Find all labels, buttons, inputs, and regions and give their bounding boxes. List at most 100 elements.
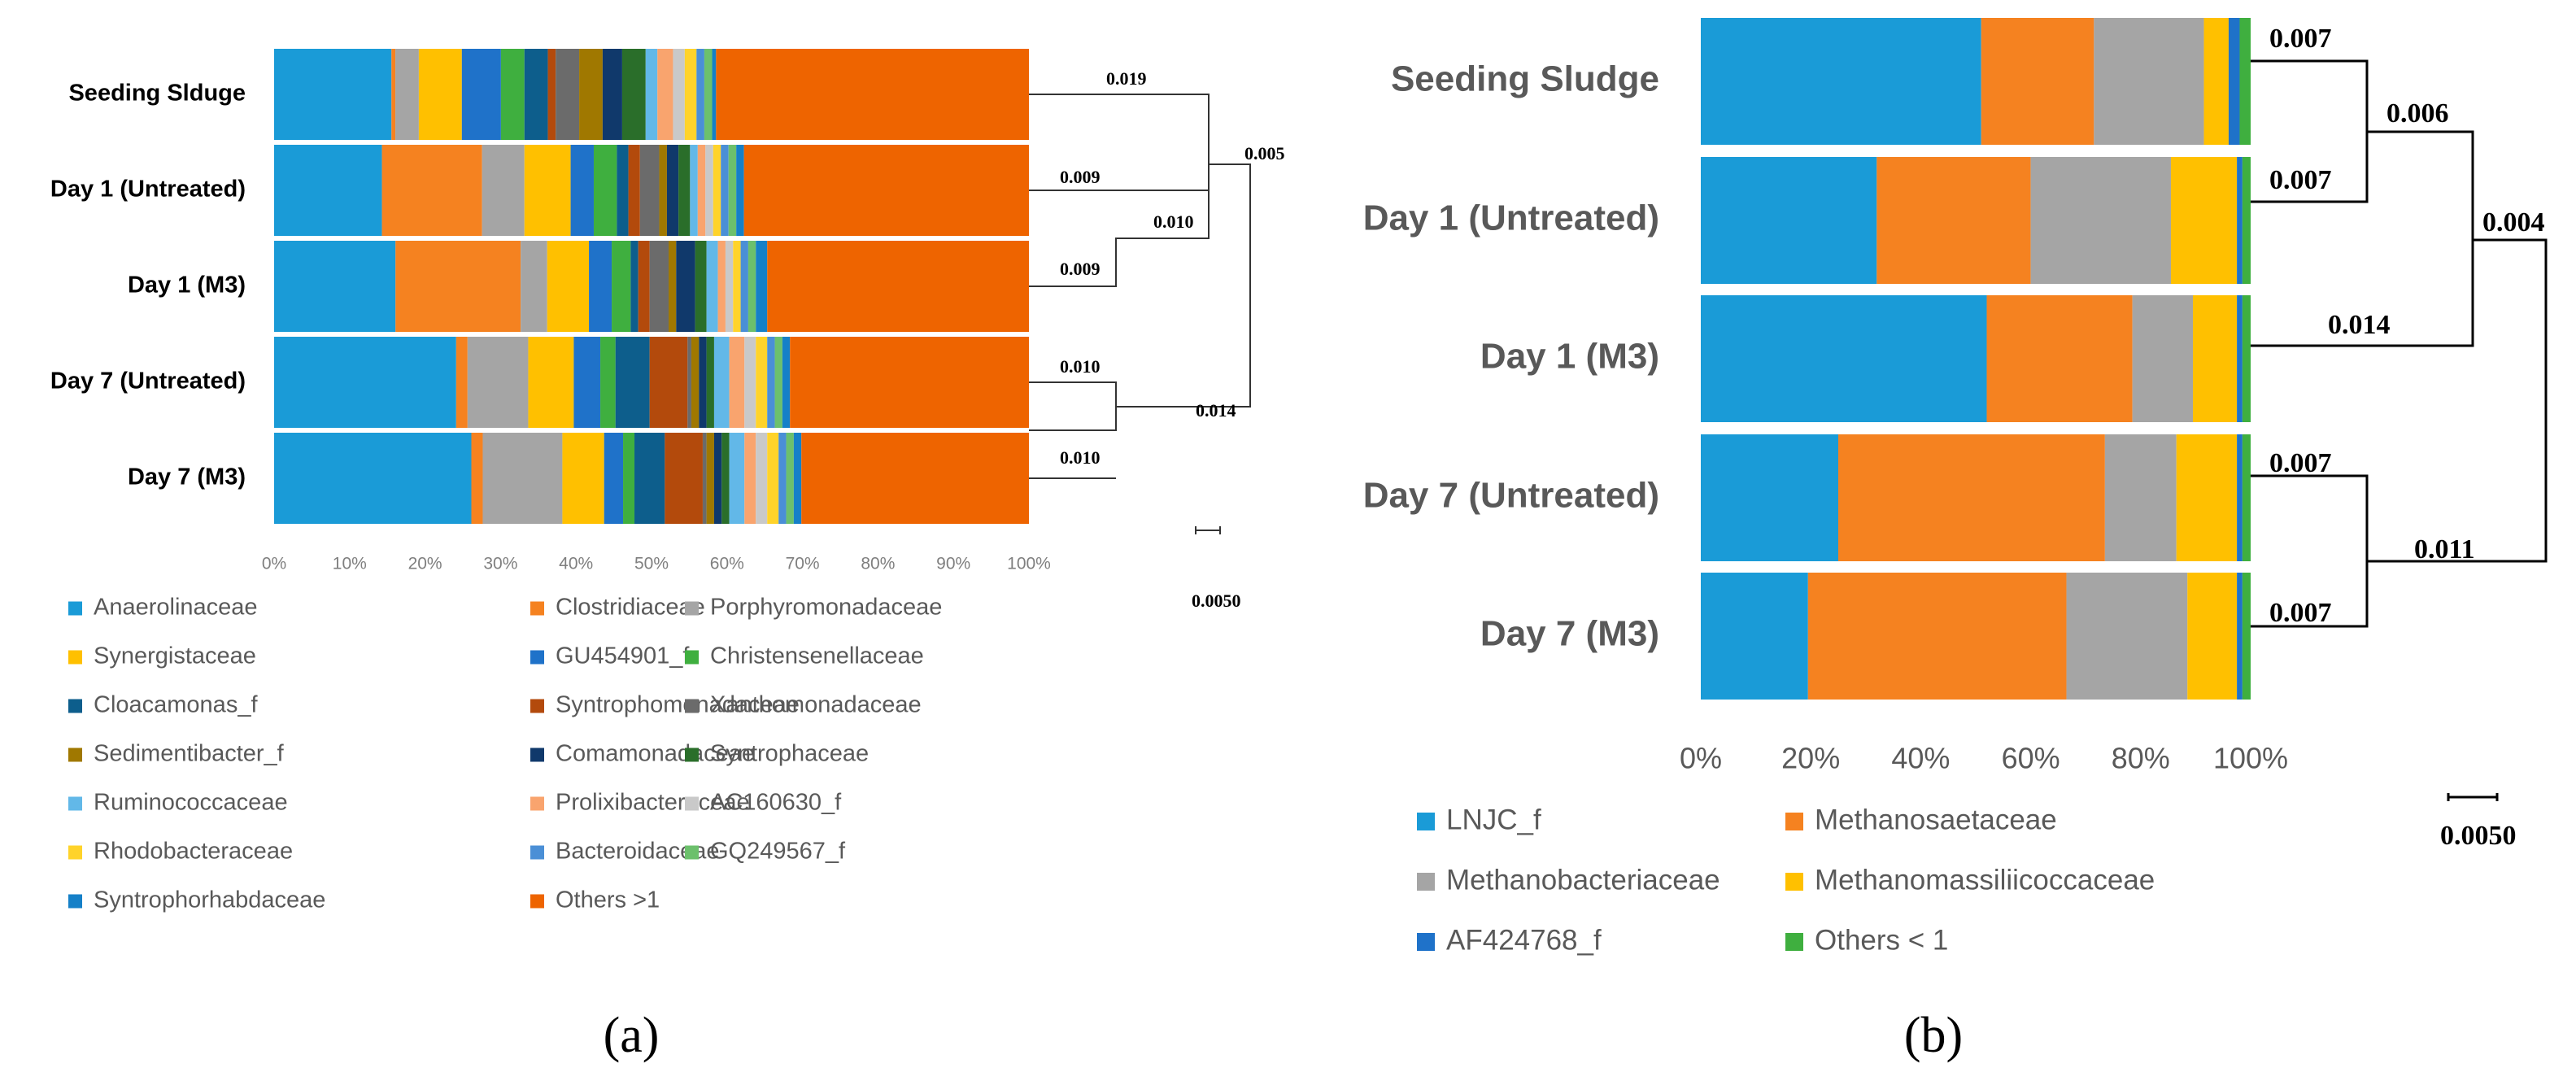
bar-segment-christensenellaceae-1 [593,145,617,236]
bar-segment-methanomassiliicoccaceae-1 [2170,157,2238,284]
legend-item: Clostridiaceae [530,595,705,621]
bar-segment-cloacamonas-f-3 [615,337,650,428]
legend: Anaerolinaceae Clostridiaceae Porphyromona… [68,595,942,913]
legend-item: Syntrophaceae [685,741,869,767]
bar-segment-syntrophomonadaceae-3 [649,337,688,428]
legend-label: Ruminococcaceae [94,790,288,816]
branch-length-label: 0.007 [2269,165,2332,195]
legend-swatch [68,650,82,665]
bar-segment-anaerolinaceae-0 [274,49,392,140]
bar-segment-gu454901-f-0 [461,49,501,140]
branch-length-label: 0.004 [2482,207,2545,238]
x-tick-label: 60% [2002,742,2060,775]
bar-segment-prolixibacteraceae-1 [697,145,706,236]
bar-segment-others-1-2 [767,241,1029,332]
bar-segment-methanobacteriaceae-2 [2132,295,2194,422]
legend-swatch [685,699,699,713]
bar-segment-anaerolinaceae-3 [274,337,456,428]
bar-segment-synergistaceae-2 [547,241,590,332]
legend-item: Christensenellaceae [685,643,924,669]
bar-segment-porphyromonadaceae-3 [467,337,529,428]
legend-label: Others >1 [556,887,660,913]
dendrogram-branch [1029,94,1210,191]
bar-segment-rhodobacteraceae-4 [767,433,779,524]
legend-label: Comamonadaceae [556,741,755,767]
bar-segment-gq249567-f-1 [728,145,737,236]
legend-item: Anaerolinaceae [68,595,258,621]
x-tick-label: 90% [936,555,970,573]
bar-segment-xanthomonadaceae-4 [702,433,707,524]
panel-caption: (a) [604,1008,660,1063]
bar-segment-af424768-f-2 [2237,295,2243,422]
bar-segment-syntrophorhabdaceae-0 [712,49,717,140]
bar-segment-syntrophorhabdaceae-1 [736,145,744,236]
bar-segment-comamonadaceae-2 [676,241,695,332]
legend-item: Prolixibacteraceae [530,790,750,816]
bar-segment-lnjc-f-0 [1701,18,1981,145]
dendrogram: 0.007 0.007 0.006 0.014 0.004 0.007 0.007 0.011… [2251,24,2548,851]
bar-row-1 [274,145,1029,236]
bar-segment-sedimentibacter-f-1 [659,145,667,236]
bar-segment-rhodobacteraceae-3 [756,337,768,428]
branch-length-label: 0.005 [1244,143,1285,163]
legend-swatch [68,601,82,616]
bar-segment-bacteroidaceae-1 [721,145,729,236]
legend-swatch [1785,933,1803,951]
legend-item: Sedimentibacter_f [68,741,285,767]
bar-segment-sedimentibacter-f-2 [668,241,677,332]
bar-segment-ac160630-f-1 [705,145,713,236]
legend-label: Syntrophaceae [710,741,869,767]
bar-segment-others-1-0 [2239,18,2251,145]
legend-swatch [685,748,699,762]
legend-swatch [68,894,82,909]
legend-swatch [1785,813,1803,830]
x-tick-label: 10% [333,555,367,573]
bar-row-2 [1701,295,2251,422]
legend-swatch [530,650,544,665]
bar-segment-porphyromonadaceae-4 [482,433,563,524]
category-label: Seeding Sludge [1391,59,1659,99]
bar-segment-prolixibacteraceae-0 [657,49,673,140]
legend-label: Others < 1 [1815,924,1948,956]
bar-row-2 [274,241,1029,332]
legend-item: Comamonadaceae [530,741,755,767]
dendrogram: 0.019 0.009 0.010 0.005 0.009 0.010 0.014 0.010… [1029,68,1285,611]
bar-segment-christensenellaceae-2 [612,241,631,332]
legend-swatch [530,845,544,860]
x-tick-label: 50% [634,555,669,573]
bar-segment-gq249567-f-0 [704,49,713,140]
legend-swatch [685,796,699,811]
bar-segment-syntrophomonadaceae-0 [547,49,556,140]
legend-item: Xanthomonadaceae [685,692,922,718]
bar-segment-xanthomonadaceae-2 [649,241,669,332]
bar-segment-cloacamonas-f-2 [630,241,639,332]
branch-length-label: 0.007 [2269,448,2332,478]
bar-segment-others-1-1 [743,145,1029,236]
bar-segment-anaerolinaceae-1 [274,145,382,236]
dendrogram-branch [1029,142,1210,287]
branch-length-label: 0.014 [2328,310,2391,340]
legend-swatch [68,845,82,860]
x-tick-label: 40% [1891,742,1950,775]
legend-swatch [1417,933,1435,951]
bar-segment-methanobacteriaceae-1 [2030,157,2171,284]
bar-segment-syntrophorhabdaceae-3 [782,337,791,428]
legend-item: GU454901_f [530,643,690,669]
x-tick-label: 40% [559,555,593,573]
bar-segment-synergistaceae-1 [524,145,571,236]
bar-segment-gq249567-f-3 [774,337,782,428]
bar-segment-clostridiaceae-2 [395,241,521,332]
legend-swatch [530,796,544,811]
bar-segment-gu454901-f-3 [573,337,601,428]
legend-label: Methanomassiliicoccaceae [1815,864,2155,896]
branch-length-label: 0.007 [2269,24,2332,54]
bar-row-1 [1701,157,2251,284]
bar-segment-others-1-2 [2242,295,2251,422]
bar-segment-anaerolinaceae-4 [274,433,472,524]
legend-label: Christensenellaceae [710,643,924,669]
bar-segment-rhodobacteraceae-2 [733,241,741,332]
bar-segment-christensenellaceae-3 [600,337,616,428]
bar-segment-syntrophaceae-0 [621,49,646,140]
legend-label: LNJC_f [1446,804,1541,835]
legend-item: Others < 1 [1785,924,1948,956]
